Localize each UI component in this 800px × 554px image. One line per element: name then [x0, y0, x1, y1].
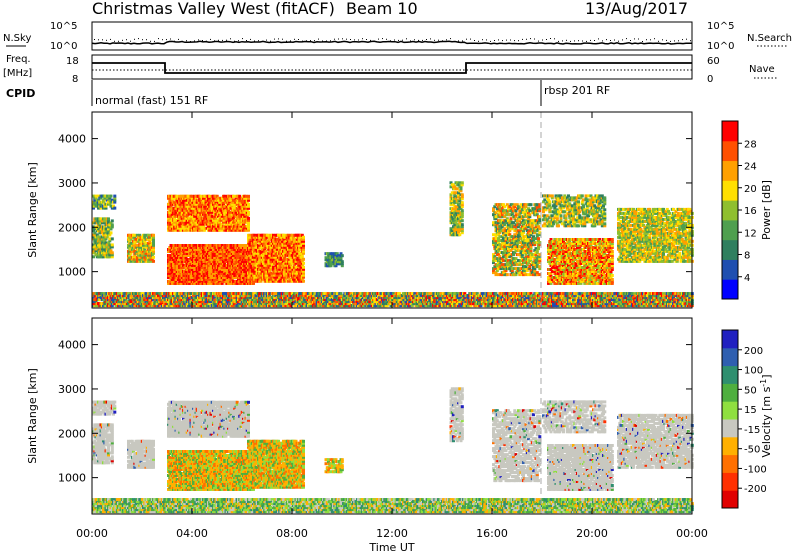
y-tick-label: 2000 [58, 427, 86, 440]
beam-label: Beam 10 [346, 0, 418, 18]
velocity-heatmap [92, 387, 694, 514]
power-colorbar-label: Power [dB] [760, 180, 773, 240]
time-axis: 00:00 04:00 08:00 12:00 16:00 20:00 00:00 [76, 112, 708, 540]
colorbar-tick-label: -200 [744, 484, 767, 495]
freq-panel: Freq. [MHz] 18 8 60 0 Nave [3, 54, 778, 85]
nave-top-tick: 60 [707, 56, 720, 67]
noise-sky-trace [91, 40, 693, 45]
freq-top-tick: 18 [66, 56, 79, 67]
power-panel: 1000 2000 3000 4000 Slant Range [km] 4 8 12 16… [26, 111, 773, 309]
y-tick-label: 3000 [58, 383, 86, 396]
colorbar-tick-label: 4 [744, 273, 750, 284]
colorbar-tick-label: -15 [744, 425, 760, 436]
noise-panel: N.Sky 10^5 10^0 10^5 10^0 N.Search [3, 21, 792, 52]
y-tick-label: 1000 [58, 266, 86, 279]
cpid-segment-2: rbsp 201 RF [544, 84, 610, 97]
cpid-label: CPID [6, 87, 35, 100]
colorbar-tick-label: 24 [744, 162, 757, 173]
y-tick-label: 4000 [58, 133, 86, 146]
date-label: 13/Aug/2017 [585, 0, 688, 18]
power-y-label: Slant Range [km] [26, 162, 39, 258]
x-tick-label: 00:00 [76, 527, 108, 540]
power-colorbar: 4 8 12 16 20 24 28 [721, 120, 757, 300]
colorbar-tick-label: -100 [744, 464, 767, 475]
x-tick-label: 16:00 [476, 527, 508, 540]
nave-label: Nave [749, 64, 775, 75]
y-tick-label: 2000 [58, 221, 86, 234]
noise-right-top: 10^5 [707, 21, 734, 32]
power-heatmap [92, 181, 694, 308]
noise-search-trace [94, 38, 691, 42]
freq-bottom-tick: 8 [72, 74, 78, 85]
x-axis-label: Time UT [368, 541, 414, 554]
x-tick-label: 08:00 [276, 527, 308, 540]
cpid-segment-1: normal (fast) 151 RF [95, 94, 208, 107]
colorbar-tick-label: 15 [744, 405, 757, 416]
y-tick-label: 1000 [58, 472, 86, 485]
noise-right-bottom: 10^0 [707, 41, 734, 52]
freq-unit-label: [MHz] [3, 68, 32, 79]
freq-trace [92, 62, 692, 74]
colorbar-tick-label: 200 [744, 346, 763, 357]
nave-bottom-tick: 0 [707, 74, 713, 85]
power-y-axis: 1000 2000 3000 4000 [58, 133, 692, 279]
x-tick-label: 20:00 [576, 527, 608, 540]
velocity-colorbar-label: Velocity [m s-1] [759, 374, 773, 457]
noise-left-bottom: 10^0 [50, 41, 77, 52]
x-tick-label: 00:00 [676, 527, 708, 540]
x-tick-label: 04:00 [176, 527, 208, 540]
y-tick-label: 3000 [58, 177, 86, 190]
colorbar-tick-label: 12 [744, 228, 757, 239]
nsky-label: N.Sky [3, 33, 31, 44]
velocity-y-axis: 1000 2000 3000 4000 [58, 339, 692, 485]
noise-left-top: 10^5 [50, 21, 77, 32]
cpid-panel: CPID normal (fast) 151 RF rbsp 201 RF [6, 80, 610, 107]
figure-title: Christmas Valley West (fitACF) [92, 0, 335, 18]
nsearch-label: N.Search [747, 33, 792, 44]
colorbar-tick-label: 8 [744, 251, 750, 262]
colorbar-tick-label: 50 [744, 385, 757, 396]
colorbar-tick-label: 20 [744, 184, 757, 195]
colorbar-tick-label: 16 [744, 206, 757, 217]
freq-label: Freq. [6, 54, 31, 65]
colorbar-tick-label: 28 [744, 139, 757, 150]
velocity-colorbar: -200 -100 -50 -15 15 50 100 200 [721, 329, 767, 509]
colorbar-tick-label: 100 [744, 366, 763, 377]
velocity-y-label: Slant Range [km] [26, 368, 39, 464]
y-tick-label: 4000 [58, 339, 86, 352]
colorbar-tick-label: -50 [744, 445, 760, 456]
velocity-panel: 1000 2000 3000 4000 Slant Range [km] -200 -1… [26, 317, 773, 515]
x-tick-label: 12:00 [376, 527, 408, 540]
